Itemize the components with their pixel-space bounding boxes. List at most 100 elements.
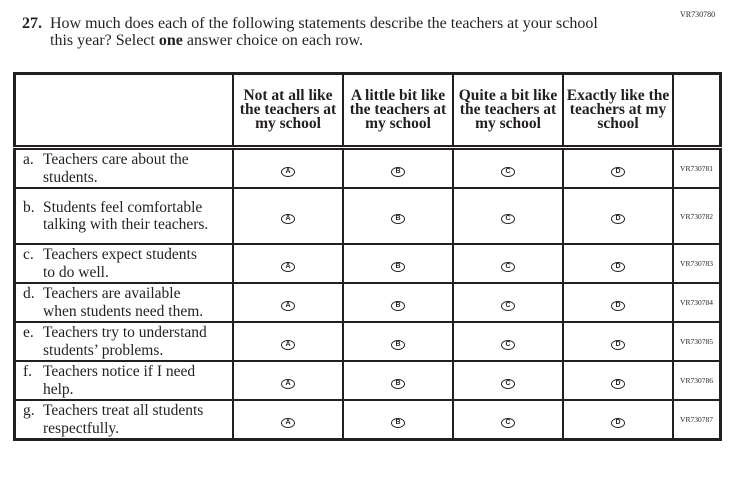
column-header: Not at all like the teachers at my schoo… [232,72,344,149]
statement-letter: a. [23,151,34,168]
column-header: A little bit like the teachers at my sch… [342,72,454,149]
item-code: VR730782 [672,187,722,245]
answer-bubble-d[interactable]: D [611,378,625,389]
answer-bubble-d[interactable]: D [611,417,625,428]
statement-text-cont: students. [43,168,98,186]
response-grid: Not at all like the teachers at my schoo… [13,72,722,441]
answer-bubble-c[interactable]: C [501,417,515,428]
statement-text-cont: students’ problems. [43,341,164,359]
answer-bubble-c[interactable]: C [501,261,515,272]
table-row: b. Students feel comfortable talking with … [13,187,722,245]
answer-bubble-d[interactable]: D [611,300,625,311]
answer-bubble-b[interactable]: B [391,300,405,311]
option-cell: D [562,321,674,362]
option-cell: A [232,360,344,401]
answer-bubble-d[interactable]: D [611,261,625,272]
answer-bubble-b[interactable]: B [391,378,405,389]
answer-bubble-a[interactable]: A [281,339,295,350]
answer-bubble-a[interactable]: A [281,166,295,177]
statement: e. Teachers try to understand students’ pr… [13,321,234,362]
statement-text: Teachers treat all students [43,402,204,419]
item-code: VR730784 [672,282,722,323]
table-row: g. Teachers treat all students respectfull… [13,399,722,441]
answer-bubble-b[interactable]: B [391,339,405,350]
item-code: VR730783 [672,243,722,284]
option-cell: A [232,399,344,441]
statement: a. Teachers care about the students. [13,146,234,189]
instruction-pre: this year? Select [50,32,159,49]
statement-text: Teachers are available [43,285,181,302]
option-cell: D [562,146,674,189]
item-code: VR730785 [672,321,722,362]
table-row: f. Teachers notice if I need help. A B C D VR73… [13,360,722,401]
answer-bubble-b[interactable]: B [391,261,405,272]
option-cell: A [232,282,344,323]
option-cell: D [562,243,674,284]
table-row: d. Teachers are available when students ne… [13,282,722,323]
statement-text-cont: respectfully. [43,419,120,437]
answer-bubble-a[interactable]: A [281,300,295,311]
option-cell: D [562,187,674,245]
statement-text-cont: help. [43,380,74,398]
answer-bubble-c[interactable]: C [501,214,515,224]
question-line2: this year? Select one answer choice on e… [22,32,662,49]
table-row: a. Teachers care about the students. A B C D VR… [13,146,722,189]
option-cell: D [562,282,674,323]
answer-bubble-a[interactable]: A [281,214,295,224]
answer-bubble-d[interactable]: D [611,339,625,350]
statement-text-cont: to do well. [43,263,109,281]
statement: g. Teachers treat all students respectfull… [13,399,234,441]
option-cell: C [452,399,564,441]
statement-text-cont: when students need them. [43,302,204,320]
table-row: c. Teachers expect students to do well. A B C… [13,243,722,284]
answer-bubble-d[interactable]: D [611,166,625,177]
item-code: VR730781 [672,146,722,189]
answer-bubble-d[interactable]: D [611,214,625,224]
statement-letter: d. [23,285,35,302]
statement-letter: f. [23,363,33,380]
option-cell: B [342,187,454,245]
table-row: e. Teachers try to understand students’ pr… [13,321,722,362]
option-cell: B [342,243,454,284]
question-text: 27. How much does each of the following s… [22,15,662,49]
option-cell: C [452,146,564,189]
column-header: Exactly like the teachers at my school [562,72,674,149]
option-cell: B [342,321,454,362]
answer-bubble-c[interactable]: C [501,378,515,389]
option-cell: A [232,321,344,362]
item-code: VR730786 [672,360,722,401]
header-row: Not at all like the teachers at my schoo… [13,72,722,149]
answer-bubble-a[interactable]: A [281,378,295,389]
statement-text: Teachers care about the [43,151,189,168]
statement-text-cont: talking with their teachers. [43,216,209,233]
option-cell: A [232,187,344,245]
option-cell: C [452,282,564,323]
statement: b. Students feel comfortable talking with … [13,187,234,245]
option-cell: D [562,399,674,441]
option-cell: B [342,399,454,441]
option-cell: A [232,243,344,284]
statement-letter: b. [23,198,35,216]
option-cell: D [562,360,674,401]
answer-bubble-c[interactable]: C [501,300,515,311]
answer-bubble-b[interactable]: B [391,214,405,224]
option-cell: C [452,360,564,401]
item-code: VR730787 [672,399,722,441]
statement: d. Teachers are available when students ne… [13,282,234,323]
answer-bubble-a[interactable]: A [281,261,295,272]
statement-text: Teachers try to understand [43,324,207,341]
answer-bubble-c[interactable]: C [501,339,515,350]
answer-bubble-a[interactable]: A [281,417,295,428]
answer-bubble-b[interactable]: B [391,166,405,177]
column-header: Quite a bit like the teachers at my scho… [452,72,564,149]
statement-text: Teachers notice if I need [43,363,196,380]
answer-bubble-c[interactable]: C [501,166,515,177]
statement-letter: c. [23,246,34,263]
question-number: 27. [22,15,42,32]
question-line1: How much does each of the following stat… [50,15,598,32]
option-cell: B [342,282,454,323]
instruction-post: answer choice on each row. [182,32,364,49]
option-cell: C [452,321,564,362]
option-cell: C [452,187,564,245]
answer-bubble-b[interactable]: B [391,417,405,428]
